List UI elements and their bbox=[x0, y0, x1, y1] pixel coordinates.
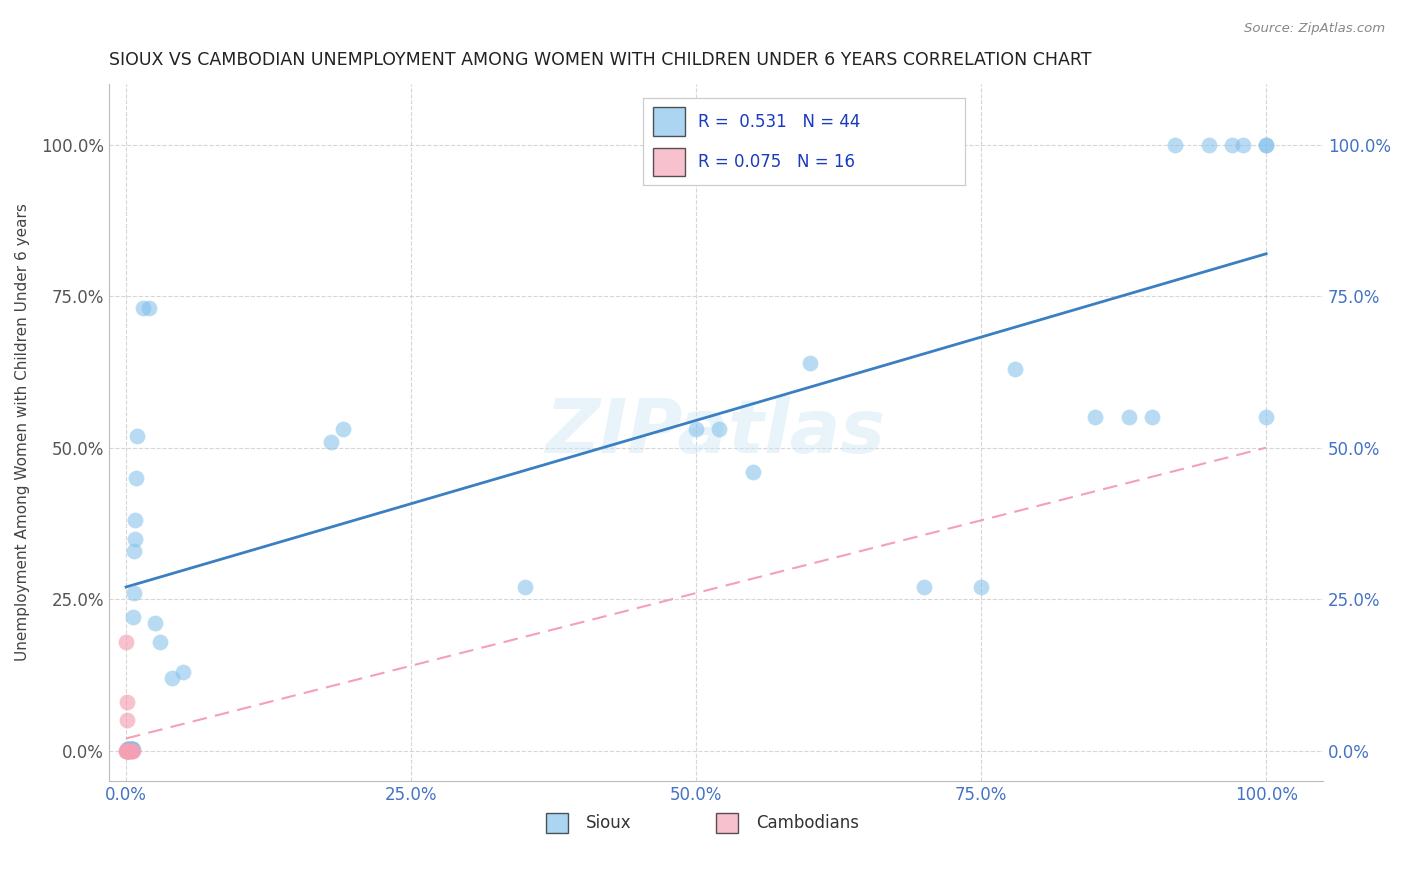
Point bbox=[115, 743, 138, 757]
Point bbox=[115, 743, 138, 757]
Text: Sioux: Sioux bbox=[586, 814, 631, 832]
Point bbox=[121, 741, 143, 756]
Point bbox=[122, 586, 145, 600]
Point bbox=[117, 743, 139, 757]
Point bbox=[125, 471, 148, 485]
Point bbox=[127, 428, 149, 442]
Text: SIOUX VS CAMBODIAN UNEMPLOYMENT AMONG WOMEN WITH CHILDREN UNDER 6 YEARS CORRELAT: SIOUX VS CAMBODIAN UNEMPLOYMENT AMONG WO… bbox=[110, 51, 1091, 69]
Point bbox=[1256, 137, 1278, 152]
Point bbox=[1004, 362, 1026, 376]
Text: ZIPatlas: ZIPatlas bbox=[546, 396, 886, 469]
Point bbox=[117, 741, 139, 756]
Point bbox=[1164, 137, 1187, 152]
Point bbox=[707, 422, 730, 436]
Point bbox=[118, 741, 141, 756]
Point bbox=[138, 301, 160, 316]
Point bbox=[1232, 137, 1254, 152]
Point bbox=[172, 665, 194, 679]
Point bbox=[120, 741, 142, 756]
Point bbox=[120, 741, 142, 756]
Point bbox=[799, 356, 821, 370]
Point bbox=[321, 434, 343, 449]
Point bbox=[513, 580, 536, 594]
Point bbox=[124, 513, 146, 527]
Point bbox=[115, 714, 138, 728]
Point bbox=[1256, 137, 1278, 152]
Point bbox=[1198, 137, 1220, 152]
Point bbox=[1118, 410, 1140, 425]
Point bbox=[124, 532, 146, 546]
Point bbox=[115, 743, 138, 757]
Point bbox=[120, 743, 142, 757]
Point bbox=[912, 580, 935, 594]
Point bbox=[160, 671, 183, 685]
Point bbox=[121, 743, 143, 757]
Point bbox=[117, 743, 139, 757]
Point bbox=[121, 741, 143, 756]
Point bbox=[121, 741, 143, 756]
Point bbox=[1220, 137, 1243, 152]
Point bbox=[115, 743, 138, 757]
Point bbox=[122, 610, 145, 624]
Point bbox=[118, 743, 141, 757]
Point bbox=[132, 301, 155, 316]
Point bbox=[332, 422, 354, 436]
Point bbox=[1084, 410, 1107, 425]
Point bbox=[115, 743, 138, 757]
Point bbox=[1256, 410, 1278, 425]
Point bbox=[122, 743, 145, 757]
FancyBboxPatch shape bbox=[716, 814, 738, 833]
Point bbox=[115, 695, 138, 709]
Point bbox=[117, 743, 139, 757]
Point bbox=[970, 580, 993, 594]
Point bbox=[117, 741, 139, 756]
Point bbox=[122, 543, 145, 558]
Point bbox=[1140, 410, 1163, 425]
Point bbox=[118, 743, 141, 757]
Point bbox=[149, 634, 172, 648]
Point bbox=[118, 741, 141, 756]
Y-axis label: Unemployment Among Women with Children Under 6 years: Unemployment Among Women with Children U… bbox=[15, 203, 30, 662]
Point bbox=[143, 616, 166, 631]
Point bbox=[122, 741, 145, 756]
Text: Cambodians: Cambodians bbox=[756, 814, 859, 832]
Point bbox=[685, 422, 707, 436]
Point bbox=[742, 465, 765, 479]
Text: Source: ZipAtlas.com: Source: ZipAtlas.com bbox=[1244, 22, 1385, 36]
FancyBboxPatch shape bbox=[546, 814, 568, 833]
Point bbox=[115, 741, 138, 756]
Point bbox=[115, 634, 138, 648]
